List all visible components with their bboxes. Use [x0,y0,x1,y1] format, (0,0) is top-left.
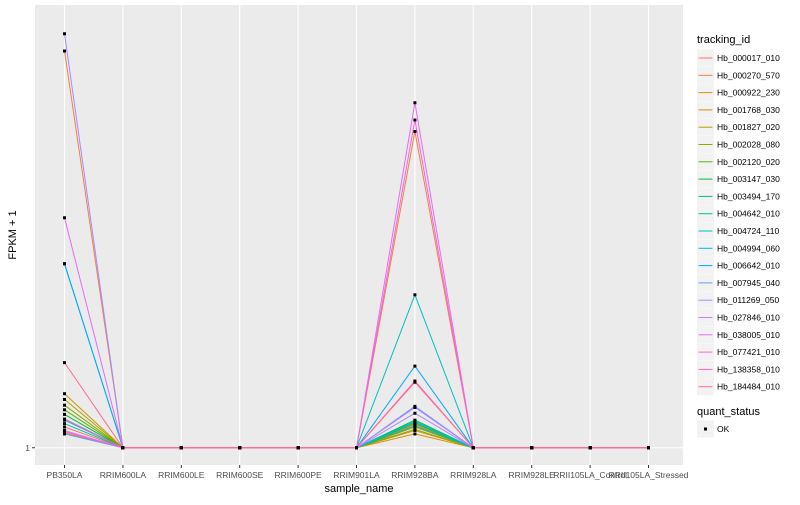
legend-label: Hb_000270_570 [717,70,780,80]
data-point [63,403,66,407]
data-point [296,446,300,450]
data-point [63,49,66,53]
data-point [413,424,417,428]
x-tick-label: RRII105LA_Control [553,470,627,480]
data-point [63,32,66,36]
shape-legend-title: quant_status [697,406,760,418]
legend-label: Hb_004724_110 [717,226,780,236]
data-point [413,130,417,133]
data-point [121,446,125,450]
x-tick-label: RRIM901LA [333,470,380,480]
legend-label: Hb_184484_010 [717,382,780,392]
x-tick-label: RRII105LA_Stressed [609,470,689,480]
legend-label: Hb_000017_010 [717,53,780,63]
data-point [530,446,534,450]
data-point [63,216,66,220]
legend-label: Hb_038005_010 [717,330,780,340]
data-point [471,446,475,450]
legend-label: Hb_004994_060 [717,243,780,253]
data-point [588,446,592,450]
data-point [63,422,66,426]
legend-label: Hb_001768_030 [717,105,780,115]
data-point [413,118,417,122]
data-point [63,430,66,434]
data-point [179,446,183,450]
data-point [413,380,417,384]
x-tick-label: RRIM928LA [450,470,497,480]
legend-title: tracking_id [697,34,750,46]
data-point [413,406,417,409]
data-point [63,397,66,401]
x-tick-label: RRIM600PE [274,470,322,480]
legend-label: Hb_007945_040 [717,278,780,288]
y-axis-ticks: 1 [25,443,35,453]
data-points [63,32,650,450]
y-tick-label: 1 [25,443,30,453]
data-point [63,392,66,396]
data-point [355,446,358,450]
x-tick-label: RRIM928LE [509,470,556,480]
legend-label: Hb_138358_010 [717,364,780,374]
legend-label: Hb_000922_230 [717,88,780,98]
shape-legend-label: OK [717,424,730,434]
x-tick-label: RRIM928BA [391,470,439,480]
legend-label: Hb_001827_020 [717,122,780,132]
data-point [63,412,66,416]
legend-label: Hb_006642_010 [717,261,780,271]
data-point [413,432,417,436]
data-point [63,408,66,412]
x-tick-label: PB350LA [47,470,83,480]
data-point [238,446,242,450]
legend-label: Hb_003147_030 [717,174,780,184]
data-point [413,419,417,423]
data-point [413,411,417,415]
data-point [63,361,66,365]
legend-label: Hb_027846_010 [717,313,780,323]
legend-quant-status: quant_status OK [697,406,760,438]
data-point [413,101,417,105]
data-point [413,427,417,431]
data-point [413,364,417,368]
legend-label: Hb_004642_010 [717,209,780,219]
x-axis-ticks: PB350LA RRIM600LA RRIM600LE RRIM600SE RRIM60… [47,465,689,480]
legend-label: Hb_002120_020 [717,157,780,167]
x-tick-label: RRIM600LA [100,470,147,480]
legend-label: Hb_003494_170 [717,191,780,201]
data-point [413,293,417,297]
legend-label: Hb_077421_010 [717,347,780,357]
x-axis-title: sample_name [324,483,393,495]
legend-label: Hb_002028_080 [717,140,780,150]
data-point [63,262,66,266]
data-point [647,446,650,450]
y-axis-title: FPKM + 1 [7,210,19,259]
x-tick-label: RRIM600SE [216,470,264,480]
data-point [63,432,66,436]
x-tick-label: RRIM600LE [158,470,205,480]
shape-legend-point [704,427,707,431]
legend-label: Hb_011269_050 [717,295,780,305]
legend-tracking-id: tracking_id Hb_000017_010 Hb_000270_570 Hb… [697,34,780,396]
data-point [63,425,66,429]
plot-panel [35,5,683,465]
data-point [63,417,66,421]
